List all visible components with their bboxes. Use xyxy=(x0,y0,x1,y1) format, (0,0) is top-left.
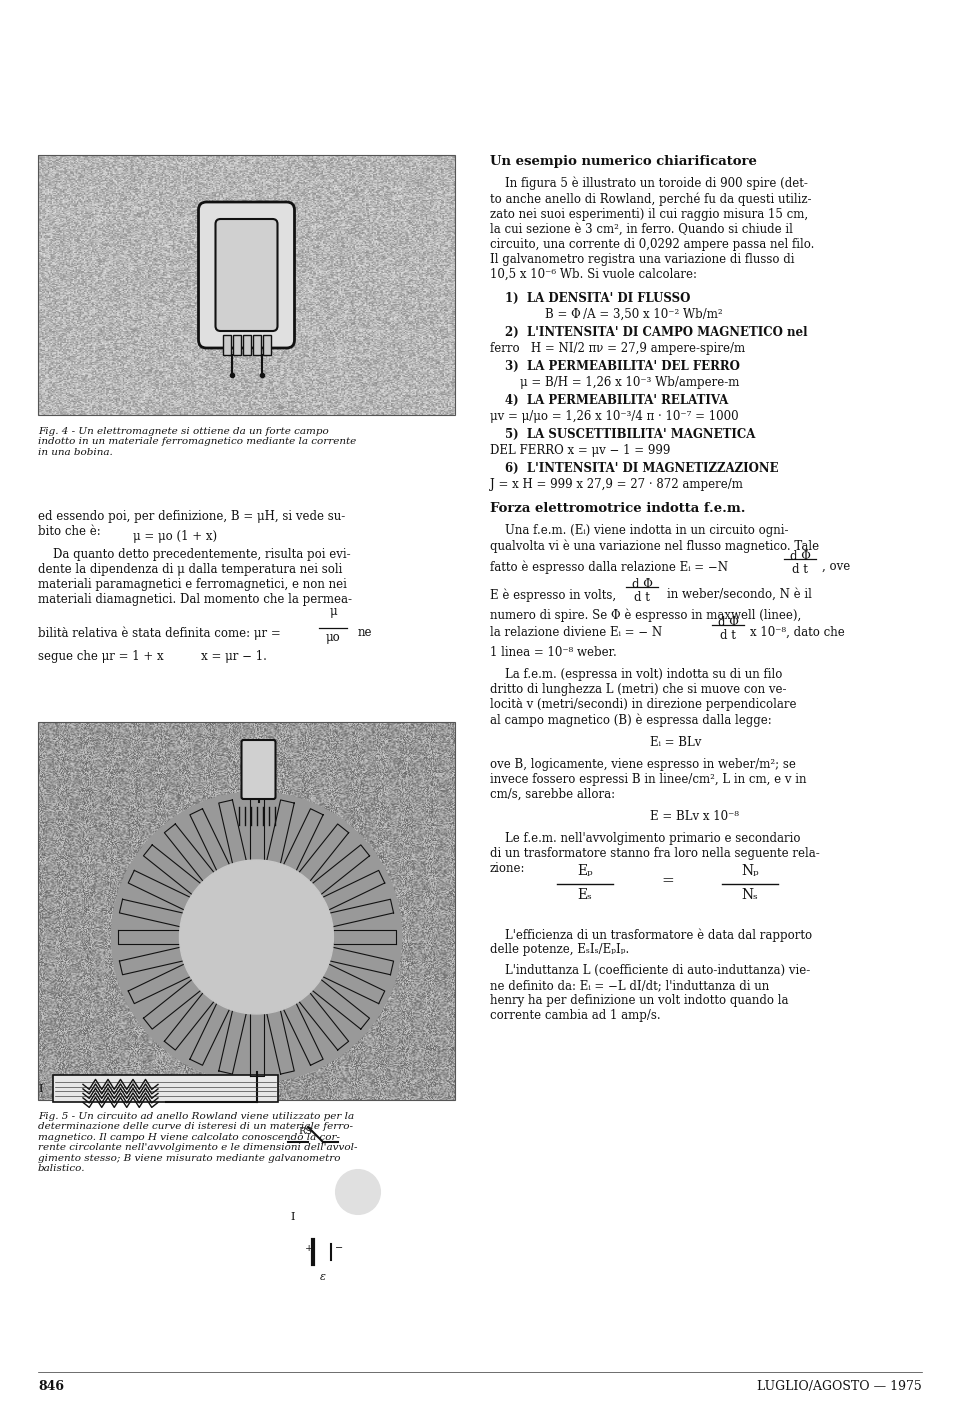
Text: bilità relativa è stata definita come: μr =: bilità relativa è stata definita come: μ… xyxy=(38,626,280,640)
Text: x 10⁻⁸, dato che: x 10⁻⁸, dato che xyxy=(750,626,845,639)
Bar xyxy=(53,1075,278,1102)
Text: Materiale ferromagnetico—: Materiale ferromagnetico— xyxy=(193,933,321,941)
Text: E è espresso in volts,: E è espresso in volts, xyxy=(490,588,616,602)
Bar xyxy=(38,722,455,1099)
Text: 846: 846 xyxy=(38,1381,64,1393)
Text: numero di spire. Se Φ è espresso in maxwell (linee),: numero di spire. Se Φ è espresso in maxw… xyxy=(490,608,802,622)
Text: L'efficienza di un trasformatore è data dal rapporto
delle potenze, EₛIₛ/EₚIₚ.: L'efficienza di un trasformatore è data … xyxy=(490,928,812,957)
Text: +: + xyxy=(305,1243,313,1253)
Text: RS: RS xyxy=(298,1128,312,1136)
Text: ε: ε xyxy=(320,1272,326,1282)
Text: I: I xyxy=(291,1212,296,1222)
Text: d t: d t xyxy=(792,562,808,577)
Text: =: = xyxy=(661,875,674,887)
Text: S₅: S₅ xyxy=(243,1075,253,1085)
Text: LUGLIO/AGOSTO — 1975: LUGLIO/AGOSTO — 1975 xyxy=(757,1381,922,1393)
Text: S₃: S₃ xyxy=(243,1085,253,1094)
Text: Avvolgimento toroidale—: Avvolgimento toroidale— xyxy=(199,950,314,958)
Text: DEL FERRO x = μv − 1 = 999: DEL FERRO x = μv − 1 = 999 xyxy=(490,444,670,456)
Text: Da quanto detto precedentemente, risulta poi evi-
dente la dipendenza di μ dalla: Da quanto detto precedentemente, risulta… xyxy=(38,548,352,606)
Text: Un esempio numerico chiarificatore: Un esempio numerico chiarificatore xyxy=(490,155,756,168)
Text: B = Φ /A = 3,50 x 10⁻² Wb/m²: B = Φ /A = 3,50 x 10⁻² Wb/m² xyxy=(545,308,723,321)
Text: SC: SC xyxy=(254,812,269,821)
Text: Anello Rowland: Anello Rowland xyxy=(218,911,295,921)
Bar xyxy=(252,335,260,355)
Text: segue che μr = 1 + x          x = μr − 1.: segue che μr = 1 + x x = μr − 1. xyxy=(38,650,267,663)
Text: μ = μo (1 + x): μ = μo (1 + x) xyxy=(133,530,217,543)
Text: Fig. 5 - Un circuito ad anello Rowland viene utilizzato per la
determinazione de: Fig. 5 - Un circuito ad anello Rowland v… xyxy=(38,1112,357,1173)
Bar xyxy=(243,335,251,355)
Text: Nₛ: Nₛ xyxy=(742,887,758,901)
Text: BG: BG xyxy=(251,764,267,774)
Text: Eᵢ = BLv: Eᵢ = BLv xyxy=(650,736,702,749)
Text: J = x H = 999 x 27,9 = 27 · 872 ampere/m: J = x H = 999 x 27,9 = 27 · 872 ampere/m xyxy=(490,478,743,490)
Text: R₁: R₁ xyxy=(61,1094,72,1104)
Text: ferro   H = NI/2 πν = 27,9 ampere-spire/m: ferro H = NI/2 πν = 27,9 ampere-spire/m xyxy=(490,342,745,355)
Circle shape xyxy=(180,861,333,1015)
Bar xyxy=(262,335,271,355)
Text: ove B, logicamente, viene espresso in weber/m²; se
invece fossero espressi B in : ove B, logicamente, viene espresso in we… xyxy=(490,757,806,801)
Text: R₅: R₅ xyxy=(61,1075,72,1085)
Text: μv = μ/μo = 1,26 x 10⁻³/4 π · 10⁻⁷ = 1000: μv = μ/μo = 1,26 x 10⁻³/4 π · 10⁻⁷ = 100… xyxy=(490,410,738,422)
Text: μ: μ xyxy=(329,605,337,617)
Text: R₃: R₃ xyxy=(61,1085,72,1094)
Text: d Φ: d Φ xyxy=(717,616,738,629)
Text: Nₚ: Nₚ xyxy=(741,863,758,877)
FancyBboxPatch shape xyxy=(215,219,277,331)
Text: A: A xyxy=(353,1186,363,1198)
Text: Eₛ: Eₛ xyxy=(578,887,592,901)
Text: μ = B/H = 1,26 x 10⁻³ Wb/ampere-m: μ = B/H = 1,26 x 10⁻³ Wb/ampere-m xyxy=(505,376,739,389)
Bar xyxy=(223,335,230,355)
Text: 1)  LA DENSITA' DI FLUSSO: 1) LA DENSITA' DI FLUSSO xyxy=(505,292,690,305)
Text: Una f.e.m. (Eᵢ) viene indotta in un circuito ogni-
qualvolta vi è una variazione: Una f.e.m. (Eᵢ) viene indotta in un circ… xyxy=(490,524,819,552)
Text: 2)  L'INTENSITA' DI CAMPO MAGNETICO nel: 2) L'INTENSITA' DI CAMPO MAGNETICO nel xyxy=(505,326,807,339)
Text: Forza elettromotrice indotta f.e.m.: Forza elettromotrice indotta f.e.m. xyxy=(490,502,746,514)
Text: S₂: S₂ xyxy=(243,1089,253,1098)
Text: In figura 5 è illustrato un toroide di 900 spire (det-
to anche anello di Rowlan: In figura 5 è illustrato un toroide di 9… xyxy=(490,177,814,281)
Text: L'induttanza L (coefficiente di auto-induttanza) vie-
ne definito da: Eᵢ = −L dI: L'induttanza L (coefficiente di auto-ind… xyxy=(490,964,810,1022)
Text: 4)  LA PERMEABILITA' RELATIVA: 4) LA PERMEABILITA' RELATIVA xyxy=(505,394,729,407)
Text: −: − xyxy=(335,1243,343,1253)
Text: d t: d t xyxy=(634,591,650,603)
Text: Le f.e.m. nell'avvolgimento primario e secondario
di un trasformatore stanno fra: Le f.e.m. nell'avvolgimento primario e s… xyxy=(490,832,820,875)
Text: la relazione diviene Eᵢ = − N: la relazione diviene Eᵢ = − N xyxy=(490,626,662,639)
Text: μo: μo xyxy=(325,632,341,644)
Text: ed essendo poi, per definizione, B = μH, si vede su-
bito che è:: ed essendo poi, per definizione, B = μH,… xyxy=(38,510,346,538)
Text: 1 linea = 10⁻⁸ weber.: 1 linea = 10⁻⁸ weber. xyxy=(490,646,616,658)
Text: S₄: S₄ xyxy=(243,1081,253,1089)
Text: in weber/secondo, N è il: in weber/secondo, N è il xyxy=(667,588,812,601)
Text: , ove: , ove xyxy=(822,560,851,574)
Text: d t: d t xyxy=(720,629,736,642)
Text: d Φ: d Φ xyxy=(789,550,810,562)
Text: S₁: S₁ xyxy=(243,1094,253,1104)
Text: E = BLv x 10⁻⁸: E = BLv x 10⁻⁸ xyxy=(650,810,739,822)
Circle shape xyxy=(336,1170,380,1214)
Text: fatto è espresso dalla relazione Eᵢ = −N: fatto è espresso dalla relazione Eᵢ = −N xyxy=(490,560,728,574)
Text: Eₚ: Eₚ xyxy=(577,863,593,877)
Text: R₂: R₂ xyxy=(61,1089,72,1098)
FancyBboxPatch shape xyxy=(242,740,276,798)
Text: ne: ne xyxy=(358,626,372,639)
Text: R₄: R₄ xyxy=(61,1081,72,1089)
Text: 5)  LA SUSCETTIBILITA' MAGNETICA: 5) LA SUSCETTIBILITA' MAGNETICA xyxy=(505,428,756,441)
Text: 6)  L'INTENSITA' DI MAGNETIZZAZIONE: 6) L'INTENSITA' DI MAGNETIZZAZIONE xyxy=(505,462,779,475)
Text: Fig. 4 - Un elettromagnete si ottiene da un forte campo
indotto in un materiale : Fig. 4 - Un elettromagnete si ottiene da… xyxy=(38,427,356,456)
Text: I: I xyxy=(38,1084,43,1094)
Bar xyxy=(232,335,241,355)
FancyBboxPatch shape xyxy=(199,202,295,348)
Bar xyxy=(38,155,455,415)
Text: La f.e.m. (espressa in volt) indotta su di un filo
dritto di lunghezza L (metri): La f.e.m. (espressa in volt) indotta su … xyxy=(490,668,797,726)
Text: 3)  LA PERMEABILITA' DEL FERRO: 3) LA PERMEABILITA' DEL FERRO xyxy=(505,360,740,373)
Text: d Φ: d Φ xyxy=(632,578,653,591)
